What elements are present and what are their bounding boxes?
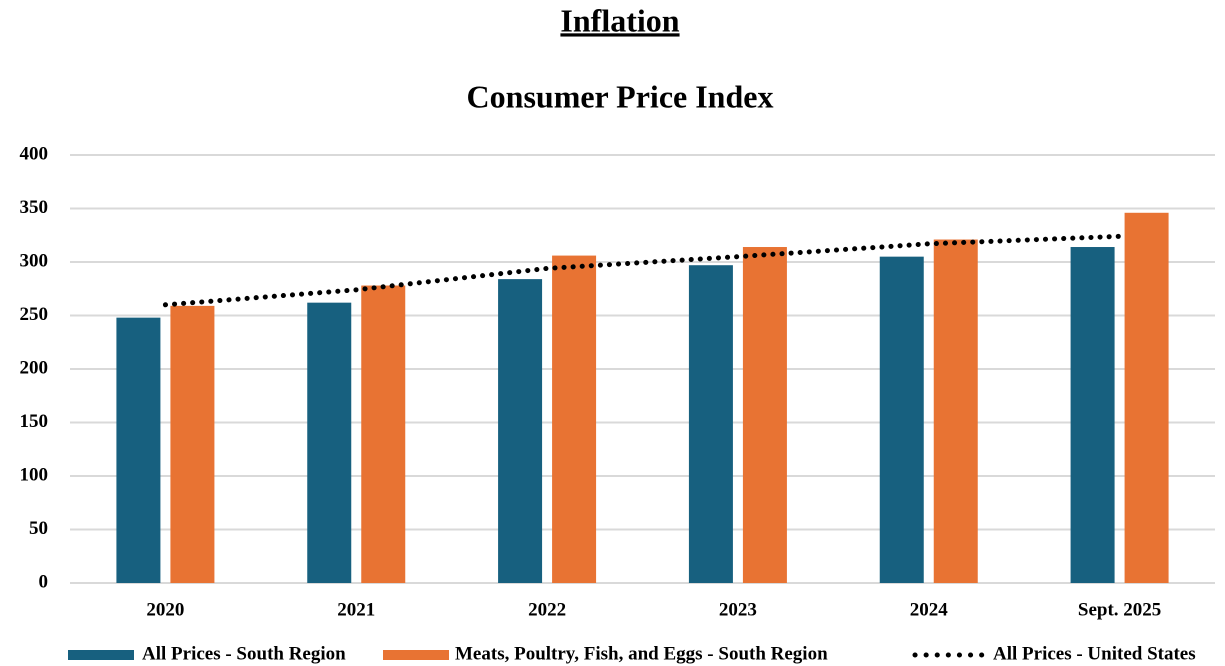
bar [879, 256, 924, 583]
bar [742, 247, 787, 583]
legend-label: All Prices - United States [993, 643, 1196, 664]
bar [933, 239, 978, 583]
bar [170, 305, 215, 583]
y-tick-label: 0 [39, 571, 49, 592]
bar [688, 265, 733, 583]
bar [361, 285, 406, 583]
x-tick-label: Sept. 2025 [1078, 599, 1161, 620]
bar [1070, 247, 1115, 583]
legend-label: All Prices - South Region [142, 643, 346, 664]
legend-label: Meats, Poultry, Fish, and Eggs - South R… [455, 643, 828, 664]
x-tick-label: 2023 [719, 599, 757, 620]
bar [1124, 212, 1169, 583]
bar [307, 302, 352, 583]
y-tick-label: 400 [20, 143, 49, 164]
bar [498, 279, 543, 583]
y-tick-label: 350 [20, 197, 49, 218]
x-tick-label: 2024 [910, 599, 949, 620]
x-tick-label: 2020 [146, 599, 184, 620]
y-tick-label: 150 [20, 411, 49, 432]
y-tick-label: 300 [20, 250, 49, 271]
chart-title: Consumer Price Index [467, 78, 774, 114]
legend-swatch [68, 650, 134, 660]
y-tick-label: 50 [29, 518, 48, 539]
page-heading: Inflation [560, 2, 679, 38]
x-tick-label: 2021 [337, 599, 375, 620]
bar [116, 317, 161, 583]
x-tick-label: 2022 [528, 599, 566, 620]
y-tick-label: 250 [20, 304, 49, 325]
y-tick-label: 200 [20, 357, 49, 378]
y-tick-label: 100 [20, 464, 49, 485]
bar [552, 255, 597, 583]
legend-swatch [383, 650, 449, 660]
